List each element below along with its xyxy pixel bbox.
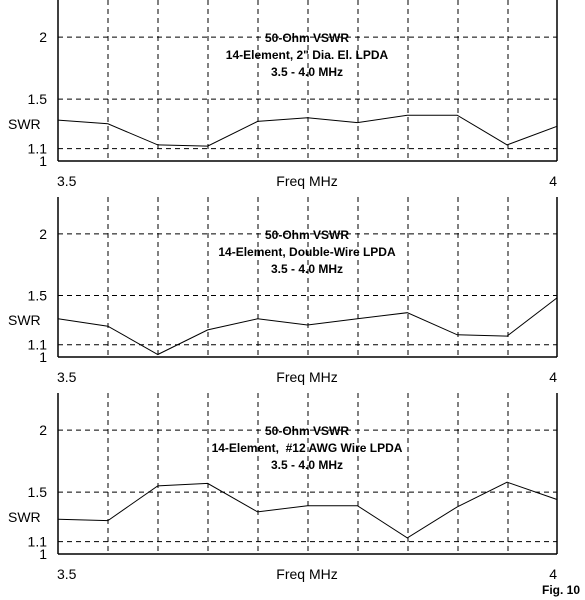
y-tick-label: 1.5 [28, 484, 48, 500]
x-tick-label-end: 4 [549, 173, 557, 189]
y-tick-label: 2 [39, 422, 47, 438]
y-tick-label: 1 [39, 349, 47, 365]
x-tick-label-start: 3.5 [57, 369, 77, 385]
swr-series-line [57, 114, 558, 147]
chart-title: 50-Ohm VSWR [265, 228, 349, 242]
x-axis-label: Freq MHz [276, 173, 337, 189]
x-tick-label-start: 3.5 [57, 566, 77, 582]
chart-subtitle: 3.5 - 4.0 MHz [271, 65, 343, 79]
x-axis-label: Freq MHz [276, 566, 337, 582]
y-tick-label: 2 [39, 226, 47, 242]
y-tick-label: 1.1 [28, 337, 48, 353]
swr-series-line [57, 297, 558, 356]
figure-label: Fig. 10 [542, 583, 580, 597]
y-axis-label: SWR [8, 312, 41, 328]
chart-subtitle: 3.5 - 4.0 MHz [271, 458, 343, 472]
swr-series-line [57, 481, 558, 539]
y-tick-label: 2 [39, 29, 47, 45]
x-tick-label-end: 4 [549, 369, 557, 385]
chart-subtitle: 14-Element, 2" Dia. El. LPDA [226, 48, 389, 62]
swr-chart-1: 11.1 1.5 2 SWR 3.5 4 Freq MHz 50-Ohm VSWR 14-Ele… [8, 0, 558, 189]
y-tick-label: 1 [39, 153, 47, 169]
x-axis-label: Freq MHz [276, 369, 337, 385]
chart-subtitle: 3.5 - 4.0 MHz [271, 262, 343, 276]
y-tick-label: 1.1 [28, 141, 48, 157]
x-tick-label-start: 3.5 [57, 173, 77, 189]
chart-subtitle: 14-Element, #12 AWG Wire LPDA [212, 441, 403, 455]
y-axis-label: SWR [8, 116, 41, 132]
y-tick-label: 1.5 [28, 91, 48, 107]
chart-subtitle: 14-Element, Double-Wire LPDA [218, 245, 396, 259]
y-axis-label: SWR [8, 509, 41, 525]
swr-chart-2: 11.1 1.5 2 SWR 3.5 4 Freq MHz 50-Ohm VSWR 14-Ele… [8, 197, 558, 385]
chart-title: 50-Ohm VSWR [265, 424, 349, 438]
chart-title: 50-Ohm VSWR [265, 31, 349, 45]
y-tick-label: 1 [39, 546, 47, 562]
swr-chart-3: 11.1 1.5 2 SWR 3.5 4 Freq MHz 50-Ohm VSWR 14-Ele… [8, 393, 558, 582]
y-tick-label: 1.5 [28, 287, 48, 303]
x-tick-label-end: 4 [549, 566, 557, 582]
y-tick-label: 1.1 [28, 534, 48, 550]
